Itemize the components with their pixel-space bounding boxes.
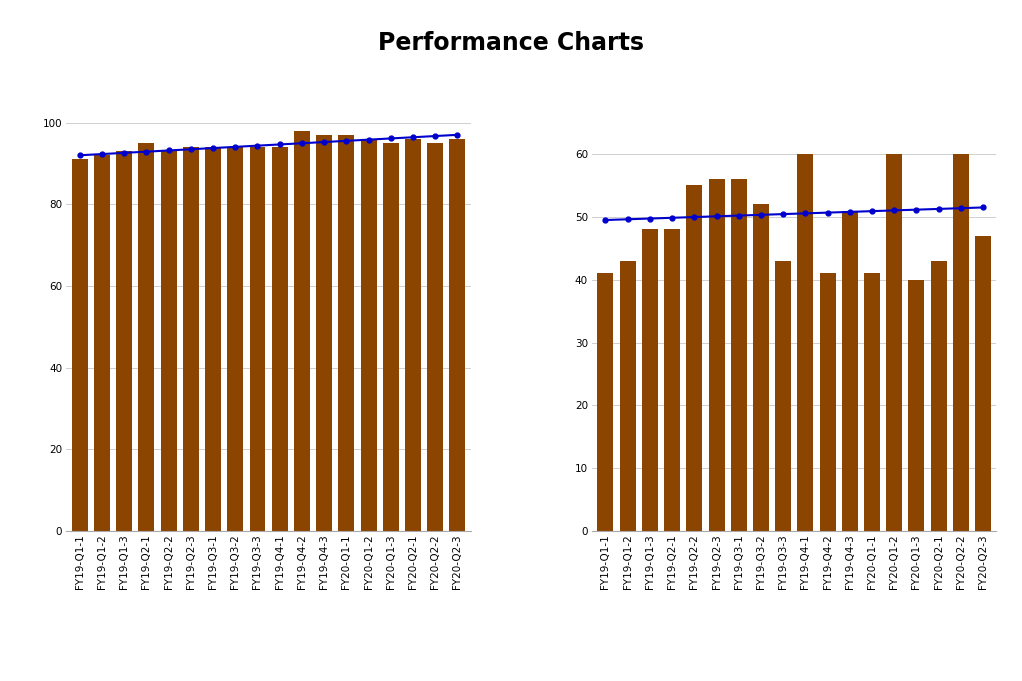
- Bar: [316, 135, 332, 531]
- Bar: [886, 154, 902, 531]
- Bar: [450, 139, 465, 531]
- Bar: [272, 147, 288, 531]
- Bar: [975, 236, 991, 531]
- Bar: [842, 210, 857, 531]
- Bar: [775, 261, 791, 531]
- Bar: [731, 179, 747, 531]
- Bar: [160, 151, 177, 531]
- Bar: [931, 261, 946, 531]
- Bar: [797, 154, 814, 531]
- Bar: [664, 229, 680, 531]
- Bar: [598, 274, 613, 531]
- Bar: [117, 151, 132, 531]
- Bar: [94, 155, 110, 531]
- Bar: [72, 159, 88, 531]
- Bar: [864, 274, 880, 531]
- Bar: [953, 154, 969, 531]
- Bar: [249, 147, 266, 531]
- Bar: [383, 143, 399, 531]
- Bar: [753, 204, 769, 531]
- Bar: [227, 147, 243, 531]
- Bar: [294, 131, 310, 531]
- Bar: [687, 185, 702, 531]
- Bar: [138, 143, 154, 531]
- Bar: [361, 139, 376, 531]
- Bar: [619, 261, 636, 531]
- Bar: [642, 229, 658, 531]
- Bar: [183, 147, 199, 531]
- Bar: [909, 280, 925, 531]
- Text: Performance Charts: Performance Charts: [378, 31, 644, 54]
- Bar: [205, 147, 221, 531]
- Bar: [708, 179, 725, 531]
- Bar: [405, 139, 421, 531]
- Bar: [427, 143, 444, 531]
- Bar: [338, 135, 355, 531]
- Bar: [820, 274, 836, 531]
